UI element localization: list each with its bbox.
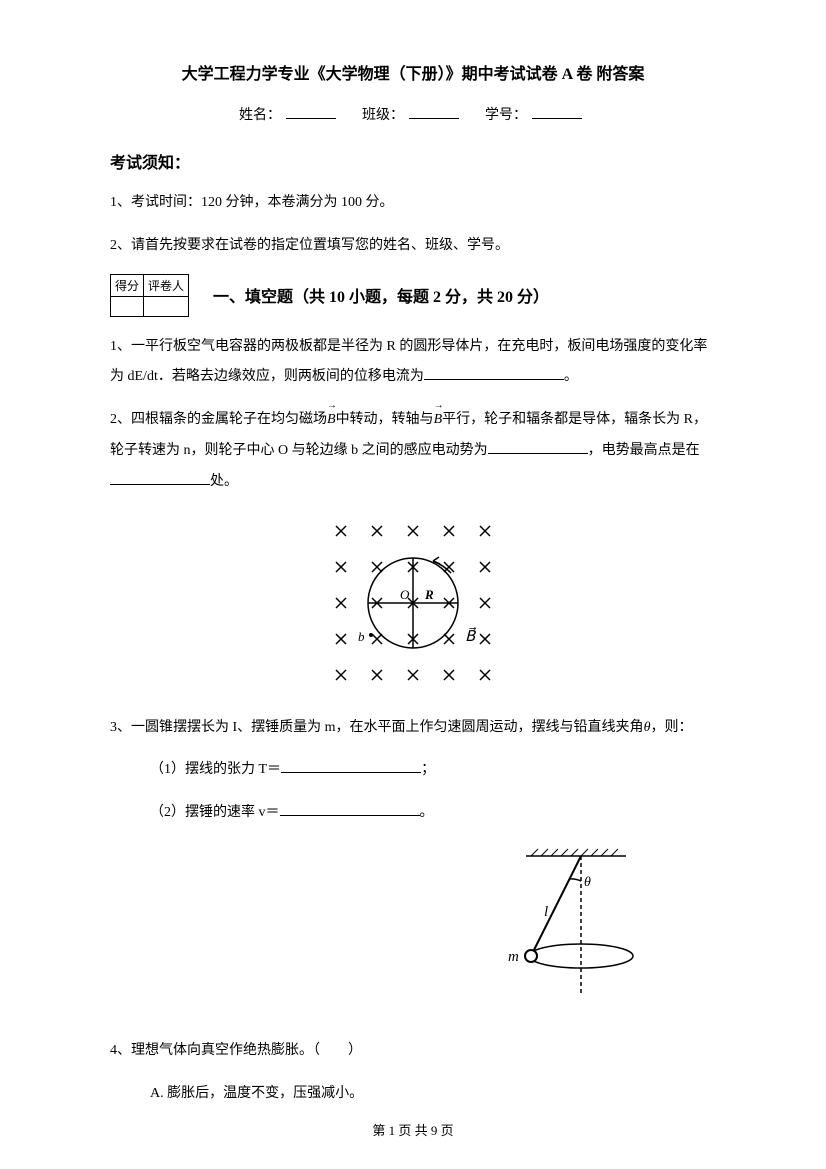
q3-blank2[interactable]: [280, 802, 420, 816]
name-blank[interactable]: [286, 118, 336, 119]
label-l: l: [544, 904, 548, 920]
notice-1: 1、考试时间：120 分钟，本卷满分为 100 分。: [110, 188, 716, 219]
label-B: B⃗: [465, 626, 477, 645]
q3-sub1: （1）摆线的张力 T＝ ；: [110, 755, 716, 786]
grader-blank[interactable]: [144, 296, 189, 316]
q1-text: 1、一平行板空气电容器的两极板都是半径为 R 的圆形导体片，在充电时，板间电场强…: [110, 339, 707, 385]
vector-B-2: B: [434, 405, 443, 436]
q3-1a: （1）摆线的张力 T＝: [150, 762, 281, 777]
class-blank[interactable]: [409, 118, 459, 119]
q1-end: 。: [564, 369, 578, 384]
score-box: 得分 评卷人: [110, 274, 189, 317]
question-3: 3、一圆锥摆摆长为 I、摆锤质量为 m，在水平面上作匀速圆周运动，摆线与铅直线夹…: [110, 713, 716, 744]
score-blank[interactable]: [111, 296, 144, 316]
q3-blank1[interactable]: [281, 759, 421, 773]
q4-optA: A. 膨胀后，温度不变，压强减小。: [110, 1079, 716, 1110]
class-label: 班级：: [362, 108, 404, 123]
q3-2a: （2）摆锤的速率 v＝: [150, 805, 280, 820]
name-label: 姓名：: [239, 108, 281, 123]
q3-diagram: l θ m: [110, 841, 716, 1006]
page-footer: 第 1 页 共 9 页: [0, 1120, 826, 1139]
q3-b: ，则：: [650, 720, 692, 735]
student-info-line: 姓名： 班级： 学号：: [110, 104, 716, 124]
notice-header: 考试须知：: [110, 149, 716, 173]
id-blank[interactable]: [532, 118, 582, 119]
q1-blank[interactable]: [424, 366, 564, 380]
point-b: [369, 633, 373, 637]
id-label: 学号：: [485, 108, 527, 123]
q2-blank2[interactable]: [110, 471, 210, 485]
q3-2b: 。: [420, 805, 434, 820]
question-2: 2、四根辐条的金属轮子在均匀磁场B中转动，转轴与B平行，轮子和辐条都是导体，辐条…: [110, 405, 716, 497]
section1-title: 一、填空题（共 10 小题，每题 2 分，共 20 分）: [213, 283, 549, 307]
q3-a: 3、一圆锥摆摆长为 I、摆锤质量为 m，在水平面上作匀速圆周运动，摆线与铅直线夹…: [110, 720, 644, 735]
question-1: 1、一平行板空气电容器的两极板都是半径为 R 的圆形导体片，在充电时，板间电场强…: [110, 332, 716, 394]
q3-sub2: （2）摆锤的速率 v＝ 。: [110, 798, 716, 829]
grader-cell: 评卷人: [144, 274, 189, 296]
q2-blank1[interactable]: [488, 440, 588, 454]
notice-2: 2、请首先按要求在试卷的指定位置填写您的姓名、班级、学号。: [110, 231, 716, 262]
q3-1b: ；: [421, 762, 435, 777]
label-R: R: [424, 587, 434, 602]
label-m: m: [508, 949, 519, 965]
q2-e: 处。: [210, 474, 238, 489]
q2-a: 2、四根辐条的金属轮子在均匀磁场: [110, 412, 327, 427]
score-cell: 得分: [111, 274, 144, 296]
vector-B-1: B: [327, 405, 336, 436]
label-theta: θ: [584, 875, 591, 890]
conical-pendulum-diagram: l θ m: [456, 841, 636, 1001]
label-b: b: [358, 629, 365, 644]
label-O: O: [400, 587, 410, 602]
wheel-magnetic-field-diagram: O R b B⃗: [303, 513, 523, 693]
q2-diagram: O R b B⃗: [110, 513, 716, 698]
q2-d: ，电势最高点是在: [588, 443, 700, 458]
question-4: 4、理想气体向真空作绝热膨胀。（ ）: [110, 1036, 716, 1067]
exam-title: 大学工程力学专业《大学物理（下册）》期中考试试卷 A 卷 附答案: [110, 60, 716, 84]
q2-b: 中转动，转轴与: [336, 412, 434, 427]
